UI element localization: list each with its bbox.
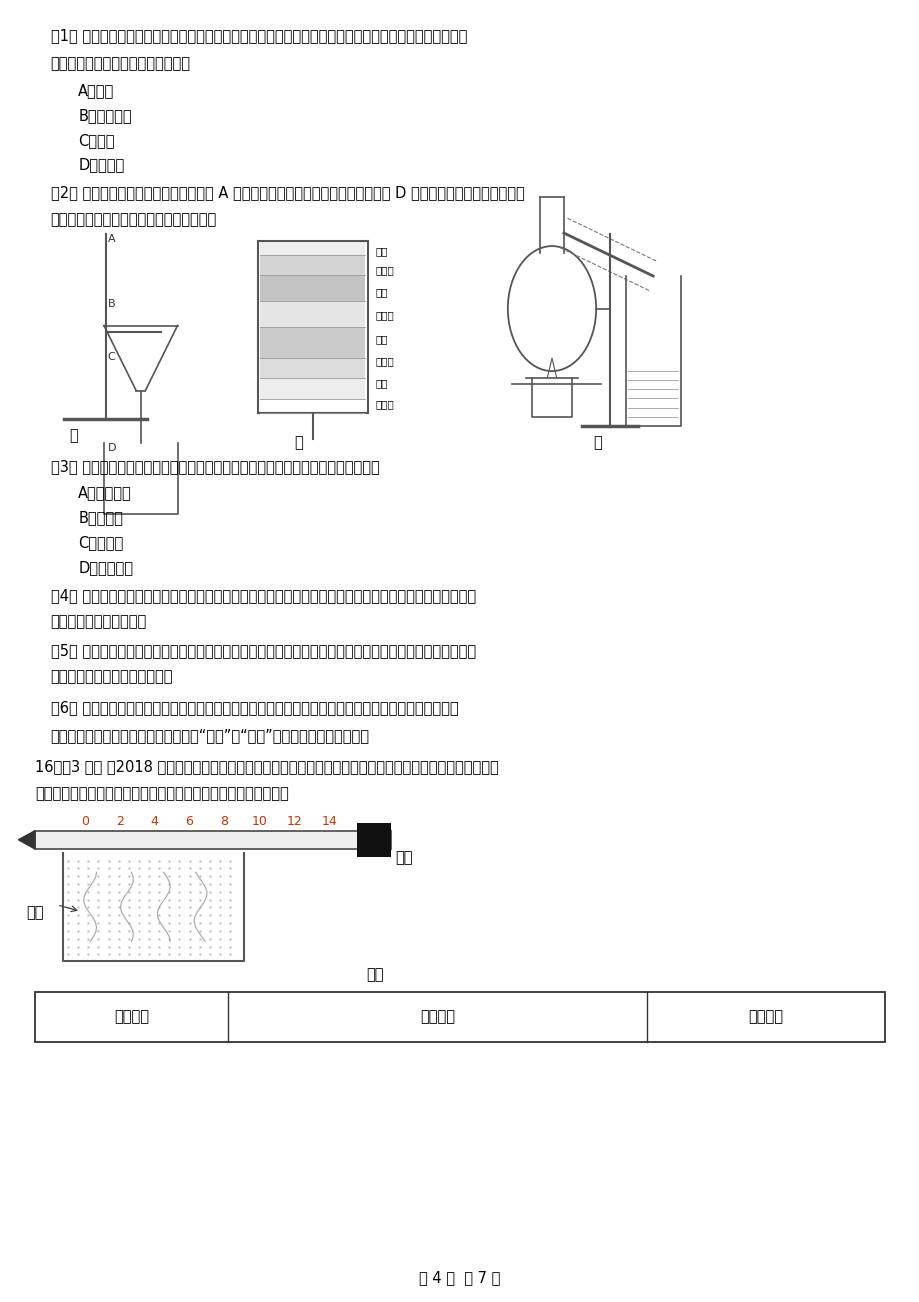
Text: 活性炭: 活性炭 bbox=[375, 357, 393, 366]
Text: 丙: 丙 bbox=[593, 435, 602, 450]
Text: 乙: 乙 bbox=[294, 435, 303, 450]
Text: 是利用它的＿＿＿＿性。: 是利用它的＿＿＿＿性。 bbox=[51, 615, 147, 630]
Text: 实验结论: 实验结论 bbox=[747, 1009, 783, 1025]
Bar bbox=[260, 301, 365, 327]
Text: 4: 4 bbox=[151, 815, 158, 828]
Text: B．是硬水: B．是硬水 bbox=[78, 510, 123, 526]
Bar bbox=[260, 255, 365, 275]
Text: 小砾石: 小砾石 bbox=[375, 266, 393, 275]
Bar bbox=[35, 831, 391, 849]
Text: （6） 用如图丙所示装置对经净水器出来的水进行处理。实验时圆底烧瓶中加入了几片碎瓷片，其作用是: （6） 用如图丙所示装置对经净水器出来的水进行处理。实验时圆底烧瓶中加入了几片碎… bbox=[51, 700, 458, 716]
Text: ＿＿＿＿＿＿＿＿＿＿（填序号）。: ＿＿＿＿＿＿＿＿＿＿（填序号）。 bbox=[51, 56, 190, 72]
Text: 16．（3 分） （2018 九上．绵阳期末）如图是一个具有刻度和活塞可滑动的玻璃容器，其中有空气和足量的白: 16．（3 分） （2018 九上．绵阳期末）如图是一个具有刻度和活塞可滑动的玻… bbox=[35, 759, 498, 775]
Text: 8: 8 bbox=[221, 815, 228, 828]
Text: 白磷: 白磷 bbox=[26, 905, 43, 921]
Text: 0: 0 bbox=[81, 815, 88, 828]
Bar bbox=[260, 275, 365, 301]
Text: A: A bbox=[108, 234, 115, 245]
Text: 第 4 页  共 7 页: 第 4 页 共 7 页 bbox=[419, 1269, 500, 1285]
Text: 现象你能得到的结论是＿＿＿＿: 现象你能得到的结论是＿＿＿＿ bbox=[51, 669, 173, 685]
Text: ＿＿＿＿。烧杯中应该装＿＿＿＿（填“热水”或“冷水”），其作用是＿＿＿＿。: ＿＿＿＿。烧杯中应该装＿＿＿＿（填“热水”或“冷水”），其作用是＿＿＿＿。 bbox=[51, 728, 369, 743]
Text: 实验目的: 实验目的 bbox=[114, 1009, 149, 1025]
Text: （4） 如果这杯澄清的水有点颜色，使用如图乙所示的净水装置，能除去水的颜色的物质主要是＿＿＿＿主要: （4） 如果这杯澄清的水有点颜色，使用如图乙所示的净水装置，能除去水的颜色的物质… bbox=[51, 589, 475, 604]
Text: D．肥皂水: D．肥皂水 bbox=[78, 158, 124, 173]
Bar bbox=[35, 992, 884, 1042]
Text: （1） 向这些浊水中加入净水剂，并用玻璃棒搞拌，使水中悬浮的颗粒沉降下来。下列物质可作净水剂的是: （1） 向这些浊水中加入净水剂，并用玻璃棒搞拌，使水中悬浮的颗粒沉降下来。下列物… bbox=[51, 29, 467, 44]
Text: D: D bbox=[108, 443, 116, 453]
Text: B．高锰酸鎾: B．高锰酸鎾 bbox=[78, 108, 131, 124]
Bar bbox=[260, 358, 365, 379]
Text: 活塞: 活塞 bbox=[395, 850, 413, 866]
Text: 沸水: 沸水 bbox=[366, 967, 383, 983]
Bar bbox=[260, 379, 365, 398]
Text: 磷，将它放在盛有沸水的烧杯上方，进行实验．请完成实验报告：: 磷，将它放在盛有沸水的烧杯上方，进行实验．请完成实验报告： bbox=[35, 786, 289, 802]
Text: 的原因可能是＿＿＿＿＿＿＿（填一种）。: 的原因可能是＿＿＿＿＿＿＿（填一种）。 bbox=[51, 212, 217, 228]
Text: 沙布: 沙布 bbox=[375, 246, 388, 256]
Text: D．是混合物: D．是混合物 bbox=[78, 560, 133, 575]
Text: 迬松棉: 迬松棉 bbox=[375, 400, 393, 409]
Bar bbox=[260, 327, 365, 358]
Text: 实验现象: 实验现象 bbox=[419, 1009, 455, 1025]
Bar bbox=[260, 398, 365, 413]
Text: C: C bbox=[108, 352, 115, 362]
Text: 沙布: 沙布 bbox=[375, 288, 388, 297]
Text: A．食盐: A．食盐 bbox=[78, 83, 114, 99]
Text: 6: 6 bbox=[186, 815, 193, 828]
Text: 石英砂: 石英砂 bbox=[375, 310, 393, 320]
Polygon shape bbox=[18, 831, 35, 849]
Text: 甲: 甲 bbox=[69, 428, 78, 444]
Text: 沙布: 沙布 bbox=[375, 333, 388, 344]
Text: 10: 10 bbox=[251, 815, 267, 828]
Text: （5） 取少量经过净水器出来的水，向其中加入一些肥皂水，振荡，发现几乎没有泡沫，有大量的浮渣。据此: （5） 取少量经过净水器出来的水，向其中加入一些肥皂水，振荡，发现几乎没有泡沫，… bbox=[51, 643, 475, 659]
Bar bbox=[357, 823, 391, 857]
Text: 12: 12 bbox=[286, 815, 302, 828]
Bar bbox=[260, 241, 365, 255]
Text: （3） 改正之后获得一杯澄清的水。关于这杯水，下列描述一定正确的是（＿＿＿）: （3） 改正之后获得一杯澄清的水。关于这杯水，下列描述一定正确的是（＿＿＿） bbox=[51, 460, 379, 475]
Text: B: B bbox=[108, 299, 115, 310]
Text: （2） 按如下图甲所示的方法操作。仪器 A 的作用＿＿＿＿＿＿＿，实验中发现仪器 D 中的液体呈浑浊，你猜想其中: （2） 按如下图甲所示的方法操作。仪器 A 的作用＿＿＿＿＿＿＿，实验中发现仪器… bbox=[51, 185, 524, 201]
Text: 2: 2 bbox=[116, 815, 123, 828]
Text: C．是软水: C．是软水 bbox=[78, 535, 123, 551]
Text: 沙布: 沙布 bbox=[375, 379, 388, 388]
Text: 14: 14 bbox=[321, 815, 337, 828]
Text: A．是氧化物: A．是氧化物 bbox=[78, 486, 131, 501]
Text: C．明矾: C．明矾 bbox=[78, 133, 115, 148]
